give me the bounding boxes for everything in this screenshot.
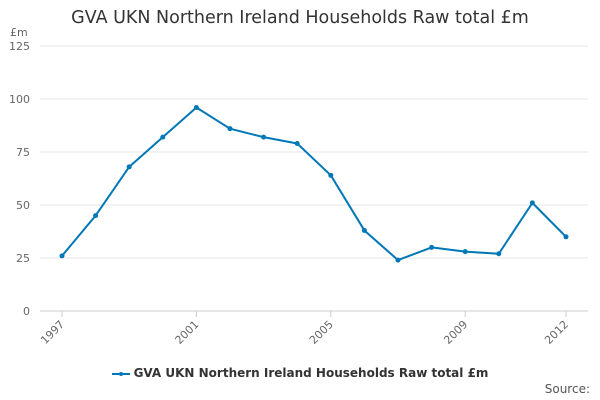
legend-line-marker-icon — [111, 369, 130, 379]
data-point[interactable] — [160, 134, 166, 140]
x-tick-label: 2001 — [173, 318, 202, 347]
data-point[interactable] — [59, 253, 65, 259]
series-line — [61, 106, 567, 262]
y-axis-unit-label: £m — [10, 26, 28, 39]
series-group — [59, 104, 569, 263]
data-point[interactable] — [328, 172, 334, 178]
data-point[interactable] — [496, 251, 502, 257]
data-point[interactable] — [227, 126, 233, 132]
y-tick-label: 125 — [9, 40, 30, 53]
data-point[interactable] — [361, 227, 367, 233]
data-point[interactable] — [126, 164, 132, 170]
data-point[interactable] — [563, 234, 569, 240]
y-tick-label: 100 — [9, 93, 30, 106]
data-point[interactable] — [529, 200, 535, 206]
data-point[interactable] — [429, 244, 435, 250]
y-axis-ticks: 0 25 50 75 100 125 — [9, 40, 30, 318]
data-point[interactable] — [261, 134, 267, 140]
source-label: Source: — [544, 382, 590, 396]
gridlines — [40, 45, 588, 312]
chart-title: GVA UKN Northern Ireland Households Raw … — [71, 8, 529, 28]
data-point[interactable] — [294, 141, 300, 147]
x-tick-label: 2005 — [307, 318, 336, 347]
y-tick-label: 50 — [16, 199, 30, 212]
y-tick-label: 75 — [16, 146, 30, 159]
data-point[interactable] — [395, 257, 401, 263]
x-tick-label: 2012 — [542, 318, 571, 347]
y-tick-label: 25 — [16, 252, 30, 265]
data-point[interactable] — [462, 249, 468, 255]
data-point[interactable] — [193, 104, 199, 110]
x-axis-ticks: 1997 2001 2005 2009 2012 — [38, 311, 571, 347]
legend-label: GVA UKN Northern Ireland Households Raw … — [133, 366, 489, 380]
legend-item[interactable]: GVA UKN Northern Ireland Households Raw … — [0, 366, 600, 380]
x-tick-label: 2009 — [441, 318, 470, 347]
x-tick-label: 1997 — [38, 318, 67, 347]
data-point[interactable] — [93, 213, 99, 219]
y-tick-label: 0 — [23, 305, 30, 318]
